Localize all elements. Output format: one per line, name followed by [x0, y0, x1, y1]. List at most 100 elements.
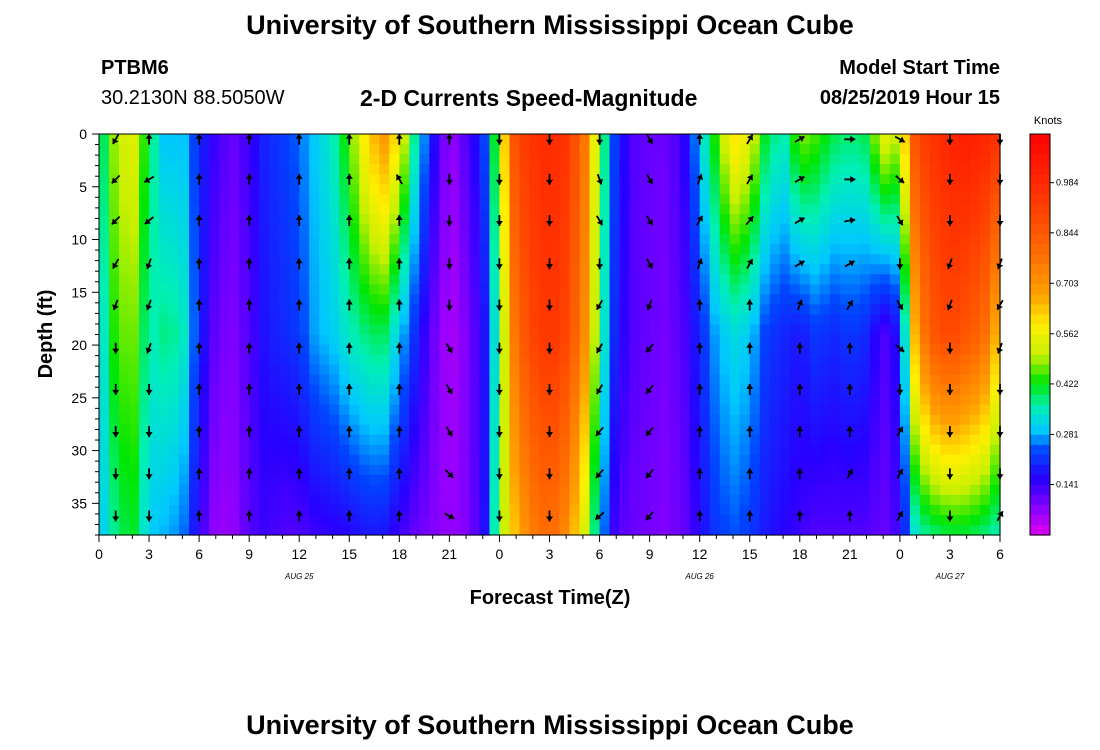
heatmap-cell: [989, 364, 1001, 376]
heatmap-cell: [929, 284, 941, 296]
heatmap-cell: [659, 354, 671, 366]
heatmap-cell: [349, 484, 360, 496]
heatmap-cell: [929, 254, 941, 265]
heatmap-cell: [739, 254, 751, 265]
heatmap-cell: [619, 224, 631, 235]
heatmap-cell: [439, 384, 450, 396]
heatmap-cell: [829, 334, 841, 346]
heatmap-cell: [879, 404, 891, 416]
heatmap-cell: [359, 464, 370, 476]
heatmap-cell: [949, 214, 961, 225]
heatmap-cell: [839, 374, 851, 386]
heatmap-cell: [729, 404, 741, 416]
heatmap-cell: [119, 194, 130, 205]
heatmap-cell: [589, 524, 601, 536]
heatmap-cell: [709, 314, 721, 326]
colorbar-cell: [1030, 274, 1050, 285]
heatmap-cell: [149, 284, 160, 296]
colorbar-tick-label: 0.281: [1056, 429, 1079, 439]
current-vector-arrow: [796, 468, 804, 480]
heatmap-cell: [899, 414, 911, 426]
heatmap-cell: [799, 424, 811, 436]
heatmap-cell: [179, 344, 190, 356]
heatmap-cell: [609, 234, 621, 245]
colorbar-cell: [1030, 454, 1050, 466]
heatmap-cell: [369, 154, 380, 165]
heatmap-cell: [409, 484, 420, 496]
current-vector-arrow: [895, 344, 905, 353]
heatmap-cell: [979, 494, 991, 506]
heatmap-cell: [179, 164, 190, 175]
arrow-head: [696, 342, 704, 348]
heatmap-cell: [639, 254, 651, 265]
heatmap-cell: [299, 484, 310, 496]
heatmap-cell: [279, 294, 290, 306]
heatmap-cell: [199, 274, 210, 285]
plot-title: 2-D Currents Speed-Magnitude: [360, 85, 698, 111]
heatmap-cell: [859, 334, 871, 346]
heatmap-cell: [129, 254, 140, 265]
heatmap-cell: [339, 464, 350, 476]
heatmap-cell: [289, 474, 300, 486]
heatmap-cell: [419, 234, 430, 245]
heatmap-cell: [379, 274, 390, 285]
heatmap-cell: [759, 524, 771, 536]
heatmap-cell: [259, 474, 270, 486]
heatmap-cell: [799, 334, 811, 346]
heatmap-cell: [259, 264, 270, 275]
heatmap-cell: [739, 154, 751, 165]
heatmap-cell: [889, 264, 901, 275]
heatmap-cell: [159, 244, 170, 255]
heatmap-cell: [249, 414, 260, 426]
heatmap-cell: [239, 504, 250, 516]
heatmap-cell: [499, 234, 511, 245]
heatmap-cell: [559, 274, 571, 285]
heatmap-cell: [219, 314, 230, 326]
heatmap-cell: [379, 134, 390, 145]
heatmap-cell: [729, 354, 741, 366]
heatmap-cell: [229, 274, 240, 285]
heatmap-cell: [439, 404, 450, 416]
heatmap-cell: [299, 254, 310, 265]
heatmap-cell: [489, 194, 501, 205]
heatmap-cell: [439, 324, 450, 336]
heatmap-cell: [109, 414, 120, 426]
heatmap-cell: [979, 244, 991, 255]
heatmap-cell: [219, 384, 230, 396]
heatmap-cell: [119, 364, 130, 376]
heatmap-cell: [669, 244, 681, 255]
heatmap-cell: [769, 284, 781, 296]
heatmap-cell: [759, 244, 771, 255]
heatmap-cell: [809, 274, 821, 285]
heatmap-cell: [949, 414, 961, 426]
heatmap-cell: [789, 504, 801, 516]
heatmap-cell: [149, 384, 160, 396]
heatmap-cell: [469, 324, 481, 336]
heatmap-cell: [159, 444, 170, 456]
heatmap-cell: [139, 324, 150, 336]
current-vector-arrow: [111, 174, 121, 184]
heatmap-cell: [769, 314, 781, 326]
heatmap-cell: [869, 284, 881, 296]
heatmap-cell: [739, 294, 751, 306]
heatmap-cell: [549, 524, 561, 536]
heatmap-cell: [169, 344, 180, 356]
heatmap-cell: [969, 244, 981, 255]
heatmap-cell: [409, 414, 420, 426]
heatmap-cell: [569, 174, 581, 185]
heatmap-cell: [689, 454, 701, 466]
heatmap-cell: [419, 524, 430, 536]
colorbar-cell: [1030, 174, 1050, 185]
heatmap-cell: [819, 354, 831, 366]
heatmap-cell: [469, 444, 481, 456]
heatmap-cell: [579, 274, 591, 285]
heatmap-cell: [649, 234, 661, 245]
heatmap-cell: [409, 164, 420, 175]
heatmap-cell: [559, 394, 571, 406]
heatmap-cell: [879, 484, 891, 496]
heatmap-cell: [379, 164, 390, 175]
heatmap-cell: [189, 364, 200, 376]
arrow-head: [546, 179, 553, 185]
heatmap-cell: [819, 474, 831, 486]
heatmap-cell: [639, 424, 651, 436]
